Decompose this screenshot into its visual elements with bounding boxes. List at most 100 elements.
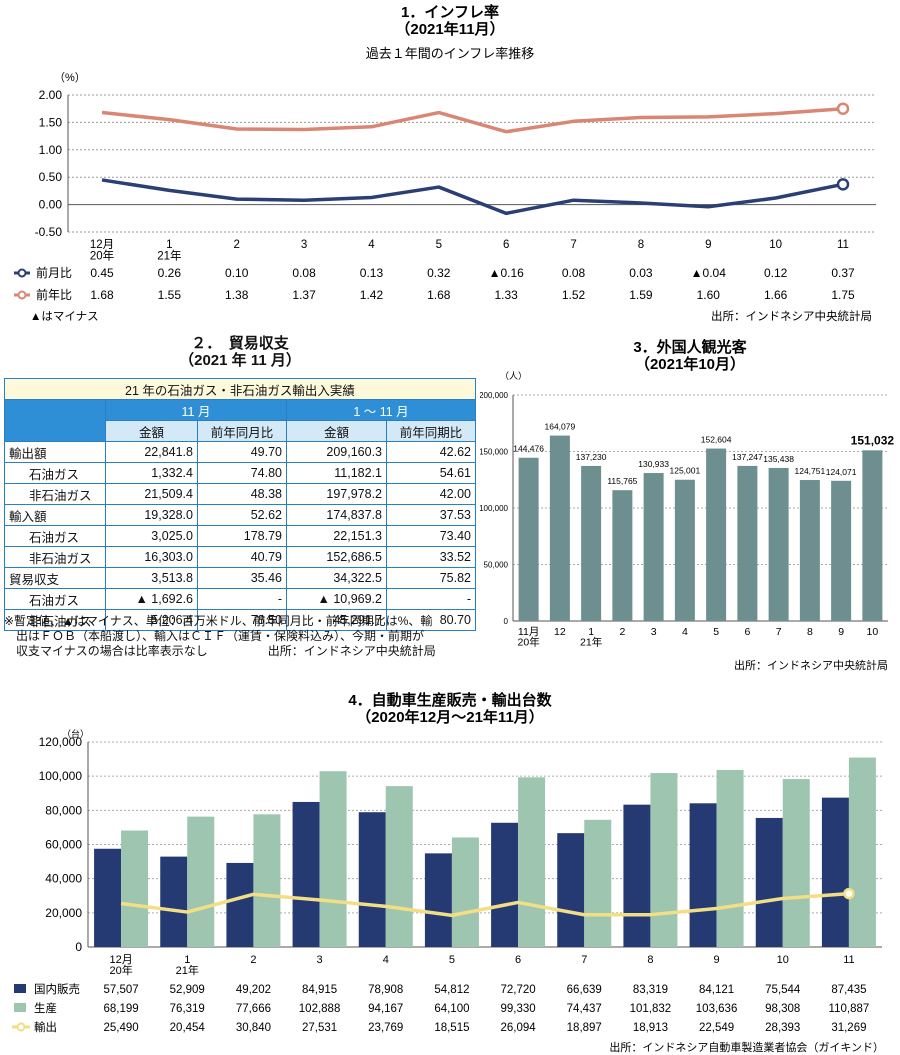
- table-cell: -: [386, 588, 476, 610]
- table-row: 貿易収支 3,513.8 35.46 34,322.5 75.82: [4, 567, 476, 589]
- data-label: 0.45: [90, 266, 114, 280]
- y-tick-label: 200,000: [480, 391, 509, 400]
- auto-unit: （台）: [62, 728, 89, 739]
- data-label: 27,531: [302, 1022, 337, 1034]
- data-label: 1.42: [360, 288, 384, 302]
- table-row: 非石油ガス 5,206.4 78.50 45,291.7 80.70: [4, 609, 476, 631]
- bar: [643, 473, 664, 621]
- data-label: 98,308: [765, 1003, 800, 1015]
- data-label: 0.10: [225, 266, 249, 280]
- x-tick-label: 10: [769, 239, 782, 251]
- x-tick-label: 11: [843, 954, 854, 966]
- data-label: 64,100: [434, 1003, 469, 1015]
- y-tick-label: 100,000: [39, 769, 83, 783]
- x-tick-label: 6: [503, 239, 509, 251]
- data-label: 18,515: [434, 1022, 469, 1034]
- bar: [226, 862, 254, 947]
- y-tick-label: 20,000: [45, 906, 82, 920]
- trade-col-amount-ytd: 金額: [286, 420, 387, 442]
- data-label: 84,121: [699, 984, 734, 996]
- auto-subtitle: （2020年12月～21年11月）: [356, 708, 544, 726]
- x-tick-label: 6: [515, 954, 521, 966]
- bar: [862, 450, 883, 621]
- data-label: 0.37: [831, 266, 855, 280]
- inflation-title: 1．インフレ率: [401, 3, 499, 21]
- trade-col-amount: 金額: [105, 420, 198, 442]
- legend-swatch: [14, 984, 26, 993]
- data-label: 101,832: [630, 1003, 672, 1015]
- bar: [557, 833, 585, 947]
- y-tick-label: 80,000: [45, 803, 82, 817]
- table-cell: 178.79: [197, 525, 287, 547]
- data-label: 1.68: [427, 288, 451, 302]
- inflation-chart-title: 過去１年間のインフレ率推移: [366, 46, 535, 61]
- table-cell: 16,303.0: [105, 546, 198, 568]
- x-tick-label: 3: [651, 626, 657, 638]
- bar: [187, 816, 215, 947]
- y-tick-label: 100,000: [480, 504, 509, 513]
- legend-swatch: [14, 1003, 26, 1012]
- legend-label: 国内販売: [34, 982, 80, 996]
- table-cell: 22,151.3: [286, 525, 387, 547]
- table-row: 非石油ガス 21,509.4 48.38 197,978.2 42.00: [4, 483, 476, 505]
- bar: [121, 830, 149, 947]
- table-cell: 80.70: [386, 609, 476, 631]
- data-label: 0.08: [292, 266, 316, 280]
- bar: [253, 814, 281, 947]
- data-label: 72,720: [500, 984, 535, 996]
- data-label: 25,490: [103, 1022, 138, 1034]
- data-label: 30,840: [236, 1022, 271, 1034]
- inflation-subtitle: （2021年11月）: [395, 20, 504, 38]
- data-label: 76,319: [170, 1003, 205, 1015]
- data-label: 87,435: [831, 984, 866, 996]
- bar: [737, 465, 758, 621]
- data-label: 99,330: [500, 1003, 535, 1015]
- row-label: 非石油ガス: [4, 483, 106, 505]
- data-label: 1.52: [562, 288, 586, 302]
- row-label: 非石油ガス: [4, 609, 106, 631]
- x-tick-label: 5: [713, 626, 719, 638]
- data-label: 103,636: [696, 1003, 738, 1015]
- trade-balance-section: ２． 貿易収支 （2021 年 11 月）: [0, 335, 480, 369]
- x-tick-label: 1 21年: [580, 626, 602, 649]
- data-label: ▲0.04: [691, 266, 727, 280]
- series-line: [101, 178, 844, 216]
- x-tick-label: 5: [436, 239, 442, 251]
- legend-marker: [17, 268, 27, 278]
- table-row: 非石油ガス 16,303.0 40.79 152,686.5 33.52: [4, 546, 476, 568]
- bar: [549, 435, 570, 621]
- y-tick-label: 1.50: [39, 115, 63, 129]
- trade-header-blank: [4, 399, 106, 442]
- trade-col-yoy: 前年同月比: [197, 420, 287, 442]
- data-label: 28,393: [765, 1022, 800, 1034]
- x-tick-label: 12月 20年: [90, 239, 114, 263]
- data-label: 135,438: [763, 454, 794, 464]
- table-cell: -: [197, 588, 287, 610]
- y-tick-label: 50,000: [484, 561, 509, 570]
- table-cell: ▲ 10,969.2: [286, 588, 387, 610]
- x-tick-label: 6: [744, 626, 750, 638]
- data-label: 0.03: [629, 266, 653, 280]
- bar: [612, 490, 633, 621]
- y-tick-label: 150,000: [480, 448, 509, 457]
- bar: [706, 448, 727, 621]
- data-label: 66,639: [567, 984, 602, 996]
- table-cell: 75.82: [386, 567, 476, 589]
- x-tick-label: 2: [250, 954, 256, 966]
- y-tick-label: 120,000: [39, 735, 83, 749]
- trade-col-yoy-ytd: 前年同期比: [386, 420, 476, 442]
- legend-label: 前月比: [36, 265, 72, 280]
- y-tick-label: 2.00: [39, 88, 63, 102]
- export-line: [120, 891, 850, 918]
- data-label: 0.12: [764, 266, 788, 280]
- table-cell: 3,025.0: [105, 525, 198, 547]
- data-label: 68,199: [103, 1003, 138, 1015]
- auto-source: 出所：インドネシア自動車製造業者協会（ガイキンド）: [609, 1040, 884, 1054]
- bar: [689, 803, 717, 947]
- legend-marker: [17, 290, 27, 300]
- data-label: 1.68: [90, 288, 114, 302]
- bar: [581, 465, 602, 621]
- bar: [160, 856, 188, 947]
- bar: [319, 771, 347, 947]
- data-label: 1.75: [831, 288, 855, 302]
